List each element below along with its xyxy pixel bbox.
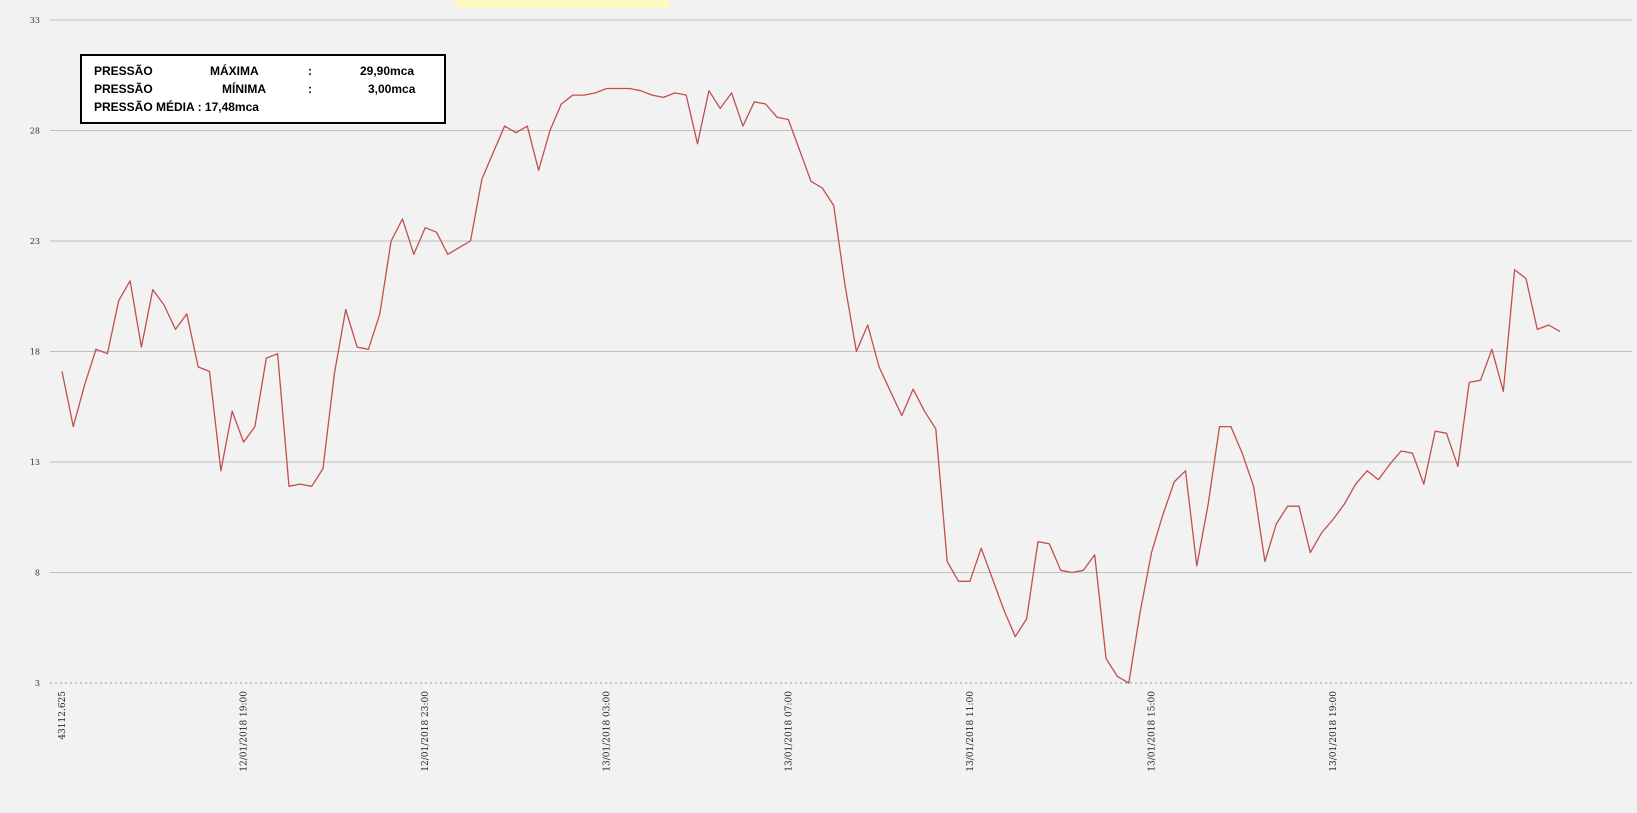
x-tick-label-0: 43112.625 — [58, 691, 68, 740]
x-tick-label-4: 13/01/2018 07:00 — [784, 691, 794, 772]
pressure-summary-legend: PRESSÃO MÁXIMA : 29,90mca PRESSÃO MÍNIMA… — [80, 54, 446, 124]
legend-max-kind: MÁXIMA — [210, 62, 259, 80]
legend-min-sep: : — [308, 80, 312, 98]
legend-max-label: PRESSÃO — [94, 62, 153, 80]
top-highlight-tab — [455, 0, 670, 8]
legend-row-avg: PRESSÃO MÉDIA : 17,48mca — [94, 98, 432, 116]
y-tick-label-28: 28 — [30, 127, 40, 136]
x-tick-label-6: 13/01/2018 15:00 — [1147, 691, 1157, 772]
y-tick-label-33: 33 — [30, 16, 40, 25]
legend-min-label: PRESSÃO — [94, 80, 153, 98]
x-tick-label-2: 12/01/2018 23:00 — [421, 691, 431, 772]
y-tick-label-23: 23 — [30, 237, 40, 246]
x-tick-label-3: 13/01/2018 03:00 — [603, 691, 613, 772]
legend-max-sep: : — [308, 62, 312, 80]
legend-min-kind: MÍNIMA — [222, 80, 266, 98]
x-tick-label-7: 13/01/2018 19:00 — [1329, 691, 1339, 772]
legend-max-value: 29,90mca — [360, 62, 414, 80]
y-tick-label-3: 3 — [35, 679, 40, 688]
legend-avg-text: PRESSÃO MÉDIA : 17,48mca — [94, 98, 259, 116]
legend-row-max: PRESSÃO MÁXIMA : 29,90mca — [94, 62, 432, 80]
x-tick-label-5: 13/01/2018 11:00 — [966, 691, 976, 772]
y-tick-label-8: 8 — [35, 569, 40, 578]
y-tick-label-13: 13 — [30, 458, 40, 467]
x-tick-label-1: 12/01/2018 19:00 — [240, 691, 250, 772]
legend-row-min: PRESSÃO MÍNIMA : 3,00mca — [94, 80, 432, 98]
legend-min-value: 3,00mca — [368, 80, 415, 98]
y-tick-label-18: 18 — [30, 348, 40, 357]
